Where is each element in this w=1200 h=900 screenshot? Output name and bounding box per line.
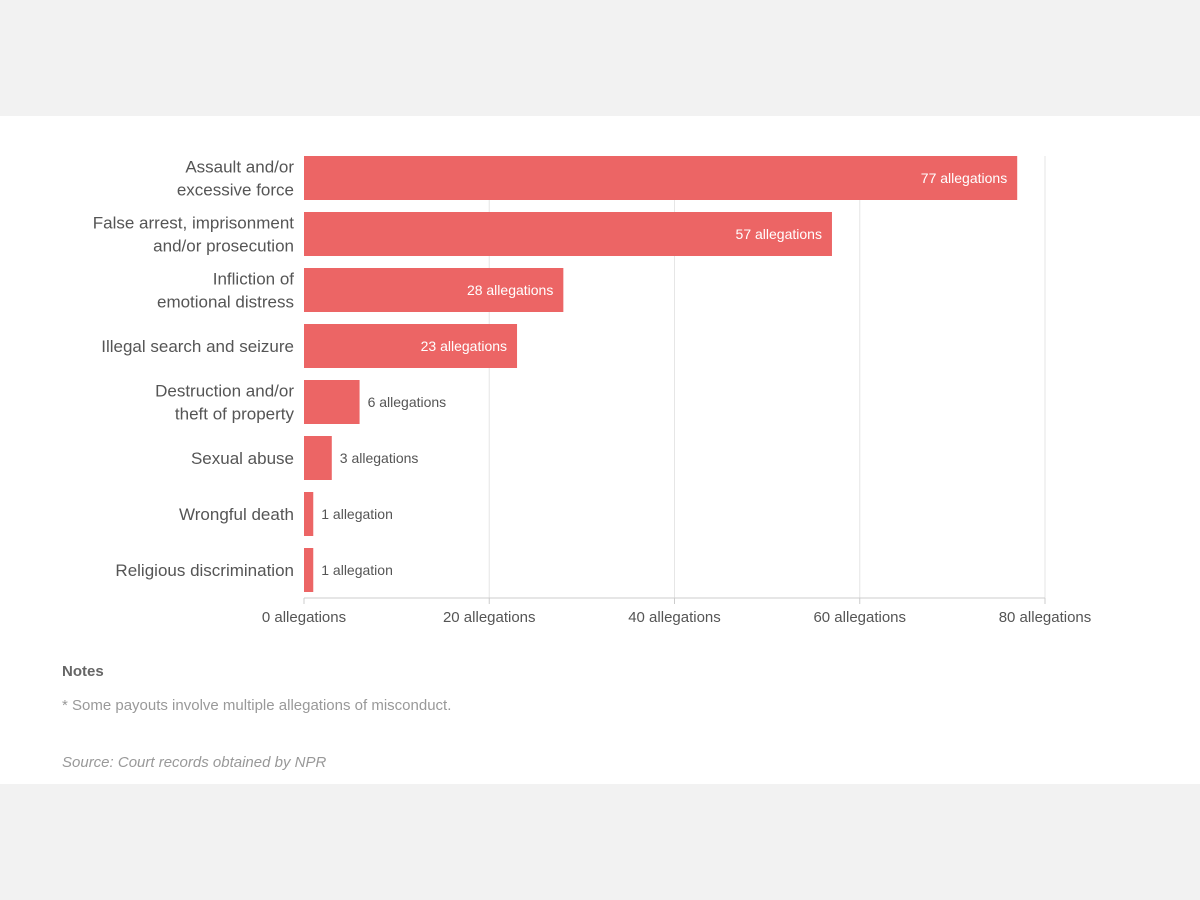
x-tick-label: 80 allegations [999,609,1092,626]
bar [304,156,1018,200]
value-label: 3 allegations [340,450,419,466]
category-label: Infliction of emotional distress [157,270,294,312]
chart-card: 0 allegations 20 allegations 40 allegation… [0,116,1200,784]
value-label: 77 allegations [921,170,1007,186]
bar [304,324,518,368]
value-label: 1 allegation [321,562,393,578]
value-label: 28 allegations [467,282,553,298]
bar-chart: 0 allegations 20 allegations 40 allegation… [93,156,1092,626]
category-label: Destruction and/or theft of property [155,382,294,424]
category-label: Assault and/or excessive force [177,158,294,200]
x-tick-label: 20 allegations [443,609,536,626]
x-tick-label: 60 allegations [813,609,906,626]
category-label: Illegal search and seizure [101,337,294,356]
category-label: Wrongful death [179,505,294,524]
value-label: 1 allegation [321,506,393,522]
category-label: Religious discrimination [115,561,294,580]
value-label: 57 allegations [736,226,822,242]
value-label: 23 allegations [421,338,507,354]
notes-title: Notes [62,663,104,680]
notes-text: * Some payouts involve multiple allegati… [62,697,452,714]
bar [304,268,564,312]
x-tick-label: 40 allegations [628,609,721,626]
bar [304,380,360,424]
source-note: Source: Court records obtained by NPR [62,754,327,771]
value-label: 6 allegations [368,394,447,410]
x-tick-label: 0 allegations [262,609,346,626]
category-label: Sexual abuse [191,449,294,468]
bar [304,436,332,480]
bar [304,492,314,536]
bar [304,548,314,592]
bar [304,212,832,256]
category-label: False arrest, imprisonment and/or prosecu… [93,214,295,256]
